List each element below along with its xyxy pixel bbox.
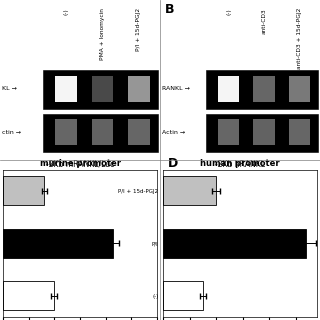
Bar [253,119,275,145]
Text: B: B [165,3,174,16]
Bar [253,76,275,102]
Bar [92,119,113,145]
Text: RANKL →: RANKL → [162,86,189,91]
Bar [289,119,310,145]
Text: anti-CD3 + 15d-PGJ2: anti-CD3 + 15d-PGJ2 [297,8,302,69]
Bar [3,229,113,258]
Text: ctin →: ctin → [2,130,20,134]
Bar [55,119,77,145]
Title: -2Kb mRANKL/Luc: -2Kb mRANKL/Luc [46,160,114,169]
Bar [128,119,149,145]
Bar [43,70,158,109]
Bar [92,76,113,102]
Bar [43,114,158,152]
Bar [163,176,216,205]
Text: PMA + Ionomycin: PMA + Ionomycin [100,8,105,60]
Bar [3,176,44,205]
Bar [163,281,203,310]
Text: human promoter: human promoter [200,159,280,168]
Bar [128,76,149,102]
Text: (-): (-) [64,8,68,15]
Text: (-): (-) [226,8,231,15]
Text: Actin →: Actin → [162,130,185,134]
Bar [3,281,54,310]
Text: D: D [168,157,178,170]
Bar [289,76,310,102]
Bar [55,76,77,102]
Bar [206,70,318,109]
Bar [163,229,306,258]
Text: P/I + 15d-PGJ2: P/I + 15d-PGJ2 [136,8,141,51]
Title: -2Kb hRANKL: -2Kb hRANKL [215,160,265,169]
Bar [206,114,318,152]
Bar [218,119,239,145]
Text: murine promoter: murine promoter [39,159,121,168]
Bar [218,76,239,102]
Text: KL →: KL → [2,86,16,91]
Text: anti-CD3: anti-CD3 [261,8,267,34]
